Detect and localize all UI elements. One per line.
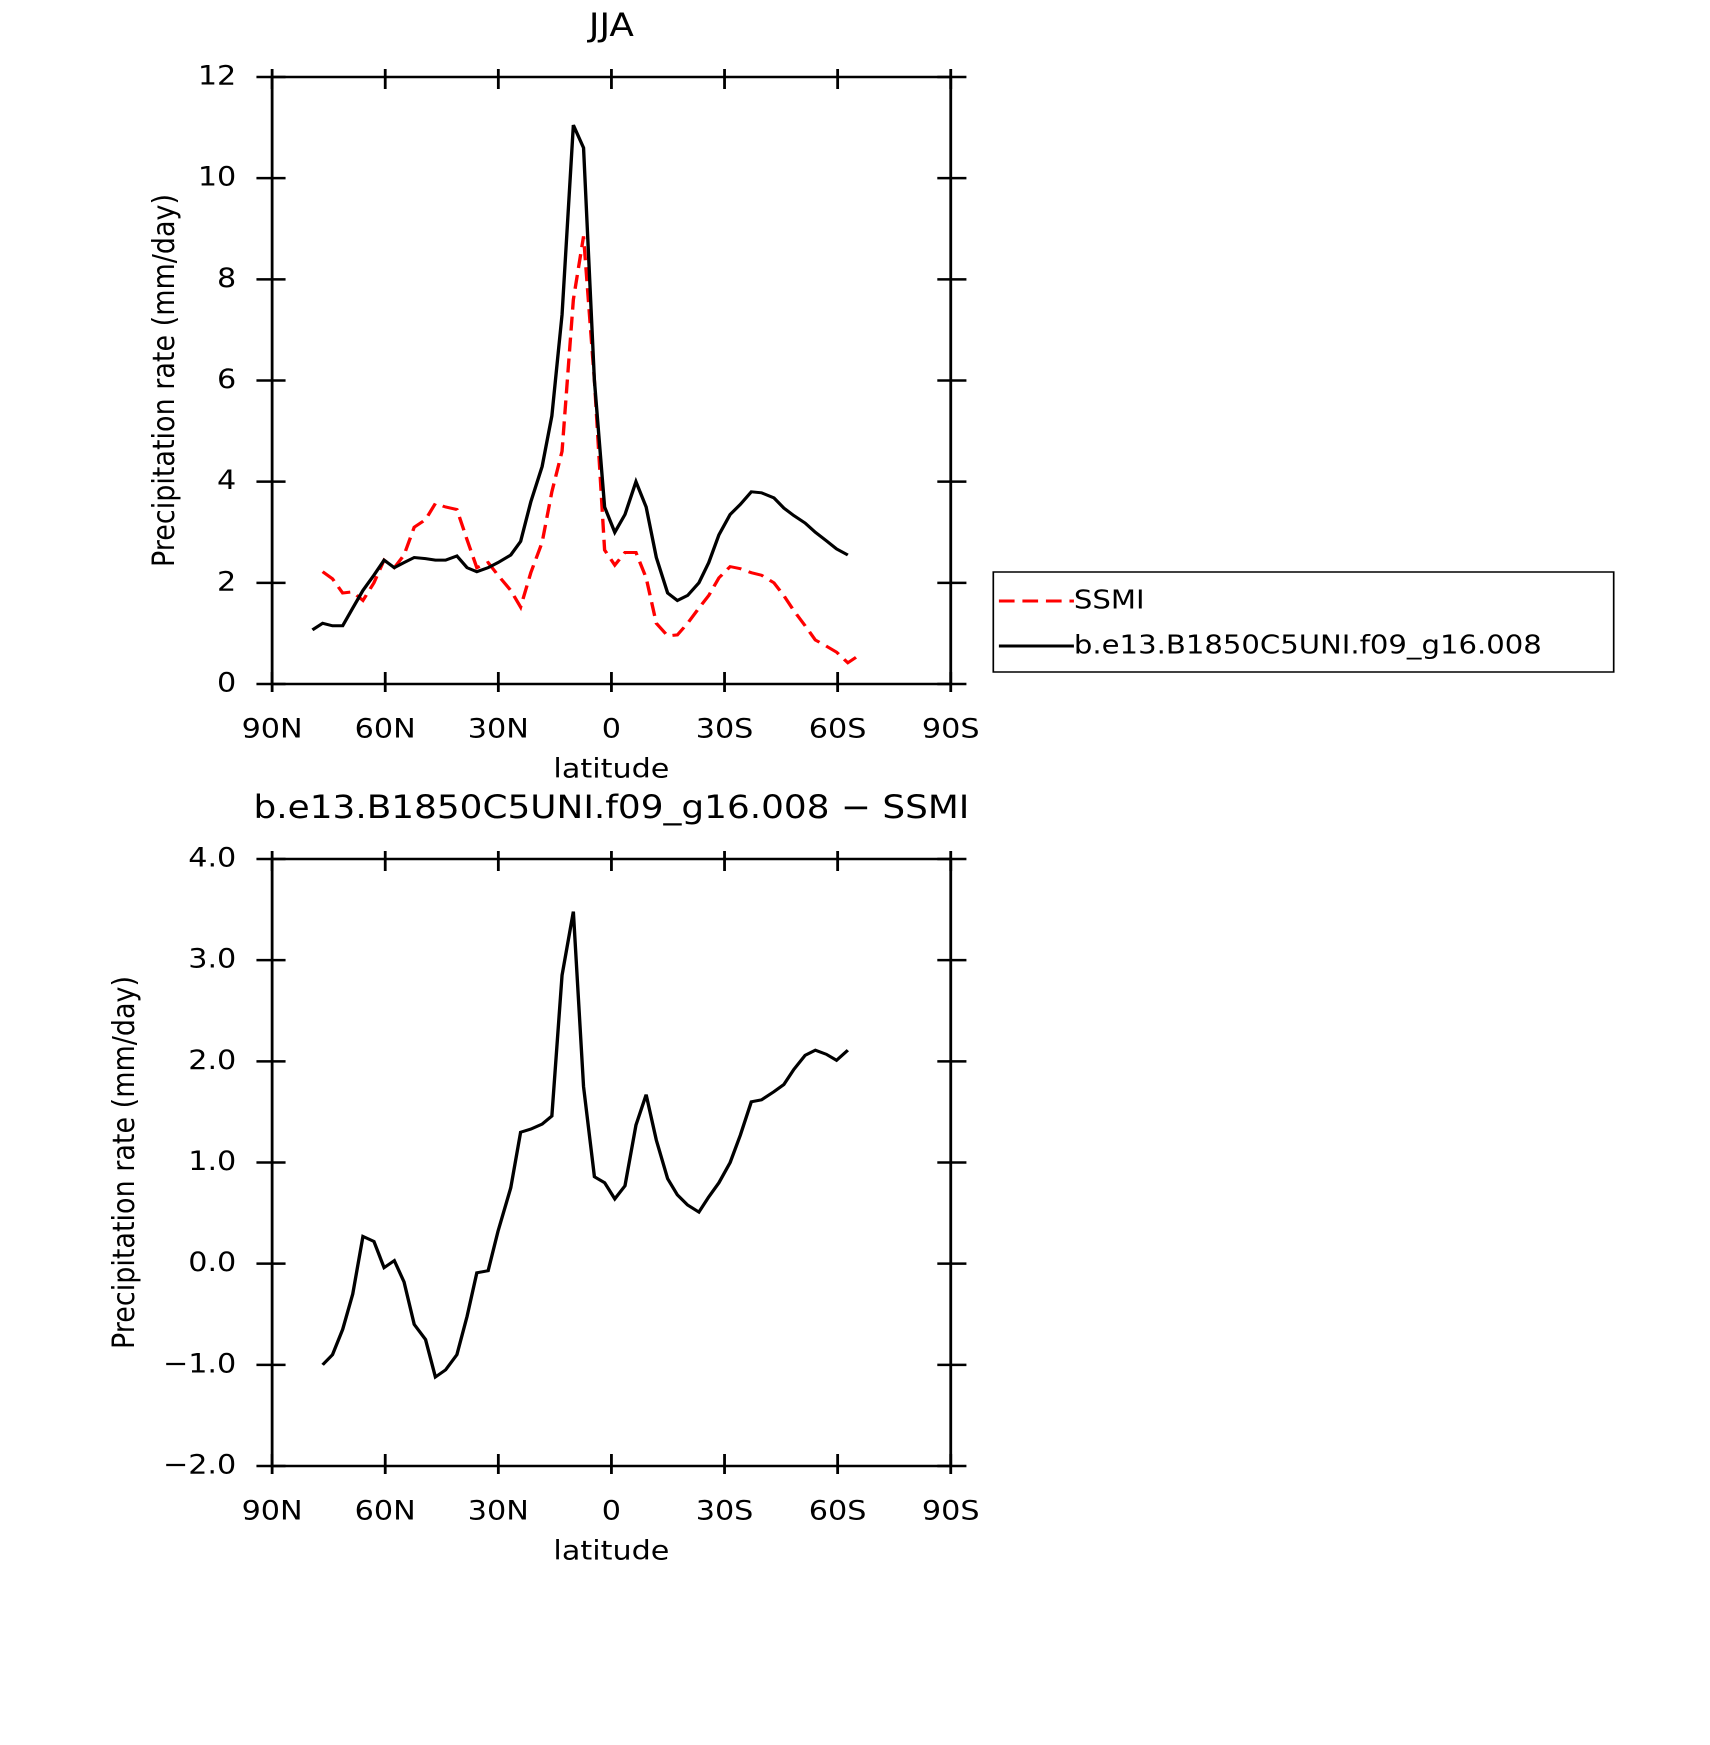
plot-frame	[270, 75, 953, 686]
y-axis-label: Precipitation rate (mm/day)	[105, 976, 141, 1349]
x-tick-label: 30N	[468, 1494, 529, 1526]
data-line	[321, 236, 859, 665]
x-tick-label: 0	[602, 1494, 621, 1526]
x-tick-label: 60S	[809, 1494, 867, 1526]
y-tick-label: 2	[217, 565, 236, 597]
y-tick-label: 0	[217, 666, 236, 698]
y-tick-label: 4.0	[188, 841, 236, 873]
y-tick-label: 1.0	[188, 1145, 236, 1177]
y-tick-label: −2.0	[163, 1448, 236, 1480]
x-tick-label: 60N	[355, 1494, 416, 1526]
y-tick-label: 4	[217, 464, 236, 496]
legend-label: SSMI	[1074, 584, 1145, 615]
legend-label: b.e13.B1850C5UNI.f09_g16.008	[1074, 629, 1542, 660]
y-tick-label: 10	[198, 160, 236, 192]
chart-title: b.e13.B1850C5UNI.f09_g16.008 − SSMI	[254, 789, 970, 827]
x-tick-label: 0	[602, 712, 621, 744]
x-axis-label: latitude	[553, 1534, 669, 1566]
x-tick-label: 60S	[809, 712, 867, 744]
x-tick-label: 90N	[242, 1494, 303, 1526]
legend-box	[992, 571, 1615, 673]
y-tick-label: −1.0	[163, 1347, 236, 1379]
x-tick-label: 30N	[468, 712, 529, 744]
data-line	[321, 911, 850, 1380]
x-tick-label: 90S	[922, 712, 980, 744]
plot-frame	[270, 857, 953, 1468]
y-tick-label: 0.0	[188, 1246, 236, 1278]
y-axis-label: Precipitation rate (mm/day)	[146, 194, 182, 567]
chart-title: JJA	[587, 7, 634, 45]
y-tick-label: 3.0	[188, 942, 236, 974]
y-tick-label: 12	[198, 59, 236, 91]
x-axis-label: latitude	[553, 752, 669, 784]
x-tick-label: 90N	[242, 712, 303, 744]
y-tick-label: 2.0	[188, 1043, 236, 1075]
x-tick-label: 30S	[696, 712, 754, 744]
x-tick-label: 90S	[922, 1494, 980, 1526]
x-tick-label: 30S	[696, 1494, 754, 1526]
data-line	[311, 124, 849, 632]
y-tick-label: 8	[217, 261, 236, 293]
x-tick-label: 60N	[355, 712, 416, 744]
y-tick-label: 6	[217, 363, 236, 395]
